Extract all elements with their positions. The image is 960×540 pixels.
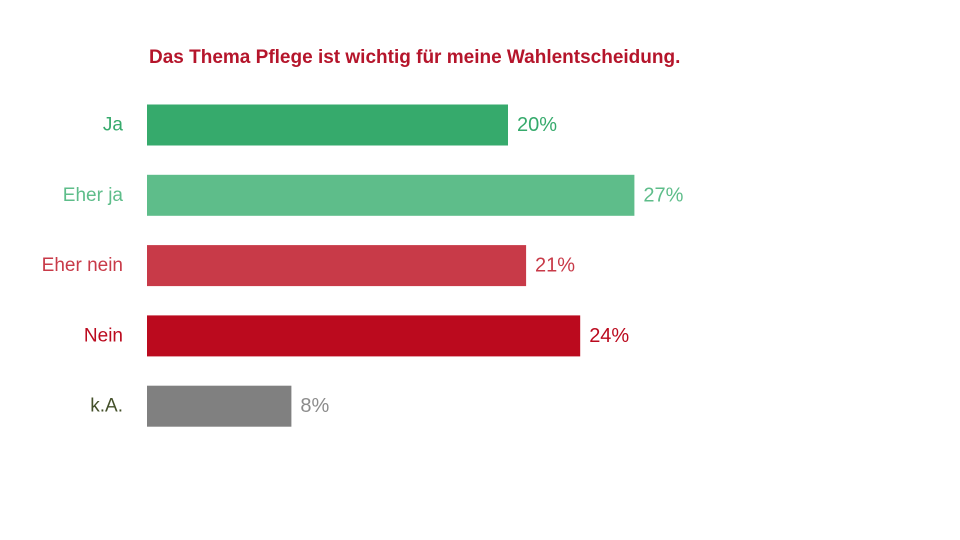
category-label-2: Eher nein — [42, 255, 123, 276]
bar-4 — [147, 385, 292, 427]
value-label-0: 20% — [517, 114, 557, 136]
chart-title: Das Thema Pflege ist wichtig für meine W… — [149, 47, 681, 68]
category-label-3: Nein — [84, 325, 123, 346]
bar-0 — [147, 104, 508, 146]
bar-3 — [147, 315, 581, 357]
category-label-0: Ja — [103, 115, 124, 136]
bar-2 — [147, 245, 527, 287]
value-label-1: 27% — [643, 184, 683, 206]
bar-1 — [147, 174, 635, 216]
value-label-4: 8% — [300, 395, 329, 417]
value-label-3: 24% — [589, 325, 629, 347]
value-label-2: 21% — [535, 255, 575, 277]
category-label-4: k.A. — [90, 396, 123, 417]
category-label-1: Eher ja — [63, 185, 124, 206]
